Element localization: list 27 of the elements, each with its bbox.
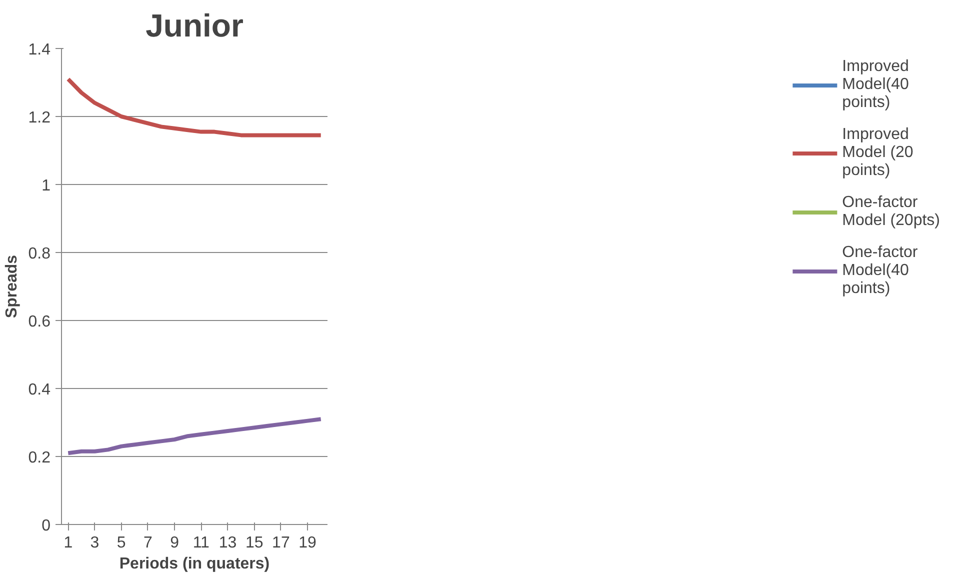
y-tick-label: 0.4 <box>28 382 51 398</box>
legend-label: Improved Model (20 points) <box>842 126 914 180</box>
y-tick-label: 1.4 <box>28 42 51 58</box>
y-tick-label: 0.2 <box>28 450 51 466</box>
x-tick-label: 7 <box>144 534 152 552</box>
x-tick-label: 13 <box>218 534 237 552</box>
y-tick-label: 0.6 <box>28 314 51 330</box>
x-tick-label: 19 <box>298 534 317 552</box>
y-tick-label: 1 <box>42 178 51 194</box>
y-tick-label: 0.8 <box>28 246 51 262</box>
x-tick-label: 1 <box>64 534 73 552</box>
y-tick-label: 1.2 <box>28 110 51 126</box>
legend-label: One-factor Model (20pts) <box>842 194 940 230</box>
y-tick-label: 0 <box>42 518 51 534</box>
x-axis-title: Periods (in quaters) <box>119 556 270 572</box>
x-tick-label: 9 <box>170 534 180 552</box>
y-axis-title: Spreads <box>3 254 20 318</box>
chart-title: Junior <box>146 8 244 44</box>
x-tick-label: 11 <box>192 534 210 552</box>
line-series <box>66 417 323 456</box>
x-tick-label: 15 <box>245 534 264 552</box>
x-tick-label: 5 <box>116 534 126 552</box>
legend-label: One-factor Model(40 points) <box>842 244 918 298</box>
legend-label: Improved Model(40 points) <box>842 58 909 112</box>
x-tick-label: 3 <box>90 534 100 552</box>
x-tick-label: 17 <box>272 534 290 552</box>
line-series <box>66 77 323 138</box>
